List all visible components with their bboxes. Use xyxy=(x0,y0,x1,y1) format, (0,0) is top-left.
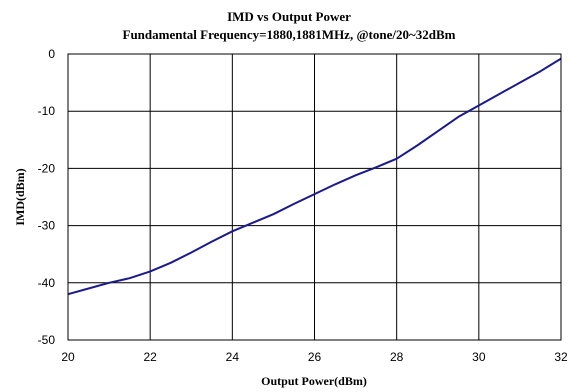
y-tick-label: 0 xyxy=(48,47,55,61)
series-group xyxy=(67,57,562,296)
y-tick-label: -20 xyxy=(38,161,56,175)
x-tick-label: 28 xyxy=(390,350,404,364)
x-tick-label: 24 xyxy=(226,350,240,364)
x-axis-label: Output Power(dBm) xyxy=(261,374,367,388)
series-line xyxy=(67,57,562,296)
y-tick-label: -50 xyxy=(38,333,56,347)
y-axis-label: IMD(dBm) xyxy=(13,168,27,225)
y-tick-label: -40 xyxy=(38,276,56,290)
x-tick-label: 22 xyxy=(143,350,157,364)
y-tick-labels: 0 -10 -20 -30 -40 -50 xyxy=(38,47,56,347)
x-tick-label: 20 xyxy=(61,350,75,364)
x-tick-label: 30 xyxy=(472,350,486,364)
grid xyxy=(68,54,561,340)
chart-subtitle: Fundamental Frequency=1880,1881MHz, @ton… xyxy=(123,27,456,42)
y-tick-label: -30 xyxy=(38,219,56,233)
plot-frame xyxy=(67,53,562,341)
x-tick-label: 32 xyxy=(554,350,568,364)
chart-title: IMD vs Output Power xyxy=(227,9,351,24)
y-tick-label: -10 xyxy=(38,104,56,118)
x-tick-label: 26 xyxy=(308,350,322,364)
x-tick-labels: 20 22 24 26 28 30 32 xyxy=(61,350,568,364)
